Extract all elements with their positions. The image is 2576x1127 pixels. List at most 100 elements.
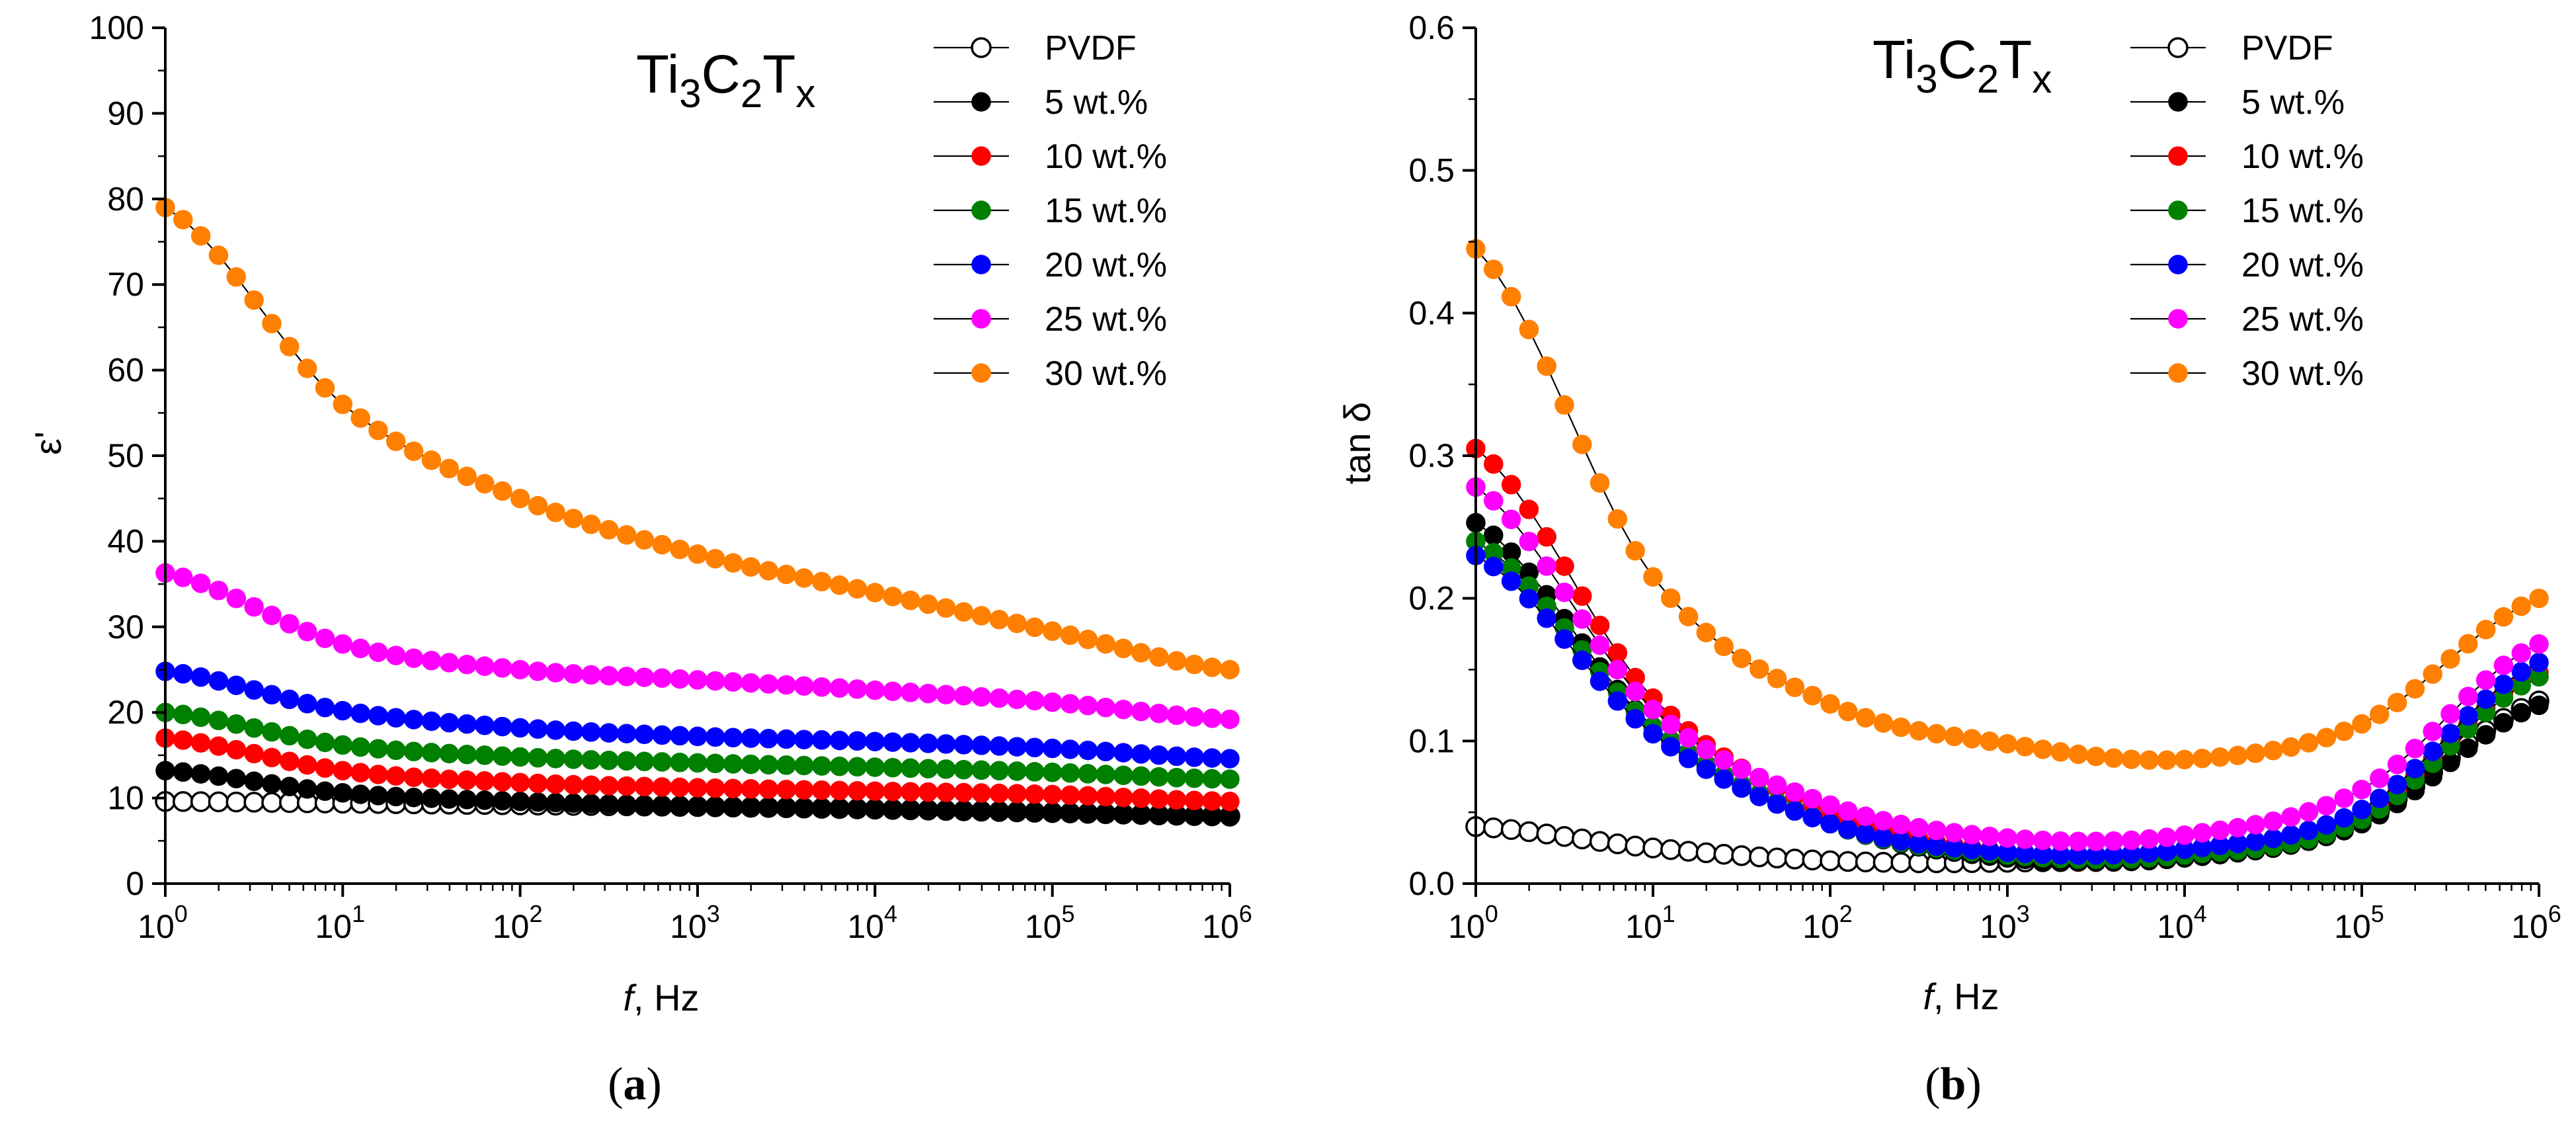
panel-b-data-point bbox=[2298, 733, 2319, 753]
panel-a-data-point bbox=[510, 747, 530, 767]
panel-a-data-point bbox=[688, 796, 707, 815]
panel-b-legend-label: 20 wt.% bbox=[2241, 246, 2364, 284]
panel-a-data-point bbox=[350, 784, 370, 804]
panel-b-data-point bbox=[1696, 739, 1716, 760]
panel-a-data-point bbox=[563, 793, 583, 814]
panel-b-data-point bbox=[1714, 636, 1734, 657]
panel-b-data-point bbox=[1590, 615, 1610, 636]
panel-b-data-point bbox=[2370, 704, 2390, 724]
panel-b-data-point bbox=[2475, 689, 2496, 709]
panel-a-data-point bbox=[865, 583, 885, 603]
panel-b-data-point bbox=[1572, 586, 1592, 606]
panel-a-data-point bbox=[563, 509, 583, 528]
panel-b-data-point bbox=[2298, 820, 2319, 841]
panel-b-data-point bbox=[1607, 659, 1628, 680]
panel-a-legend-marker bbox=[971, 363, 991, 383]
panel-a-data-point bbox=[1078, 803, 1098, 823]
panel-b-data-point bbox=[2015, 829, 2035, 849]
panel-b-data-point bbox=[1518, 821, 1540, 843]
panel-a-y-tick-label: 60 bbox=[107, 352, 144, 389]
panel-a-data-point bbox=[1202, 791, 1222, 811]
panel-b-data-point bbox=[1643, 724, 1663, 744]
panel-a-y-tick-label: 10 bbox=[107, 780, 144, 817]
panel-b-data-point bbox=[2263, 828, 2283, 849]
panel-a-data-point bbox=[1060, 739, 1080, 759]
panel-a-data-point bbox=[829, 798, 850, 818]
panel-b-data-point bbox=[1695, 842, 1717, 864]
panel-b-data-point bbox=[1661, 737, 1681, 757]
panel-b-data-point bbox=[1732, 648, 1751, 669]
panel-a-data-point bbox=[616, 525, 637, 545]
panel-a-data-point bbox=[439, 458, 460, 479]
panel-a-data-point bbox=[280, 751, 300, 771]
panel-b-legend-label: 25 wt.% bbox=[2241, 300, 2364, 339]
panel-a-data-point bbox=[315, 758, 335, 778]
panel-a-data-point bbox=[741, 673, 761, 693]
panel-a-data-point bbox=[403, 441, 424, 462]
panel-b-data-point bbox=[2387, 755, 2407, 774]
panel-a-data-point bbox=[1042, 802, 1063, 822]
panel-a-data-point bbox=[758, 755, 779, 775]
panel-a-data-point bbox=[528, 495, 548, 516]
panel-a-data-point bbox=[1220, 749, 1240, 769]
panel-b-data-point bbox=[1537, 356, 1556, 376]
panel-a-data-point bbox=[918, 799, 938, 819]
panel-b-data-point bbox=[2511, 643, 2531, 663]
panel-b-label: (b) bbox=[1925, 1059, 1982, 1110]
panel-a-data-point bbox=[741, 557, 761, 577]
panel-a-data-point bbox=[439, 743, 460, 764]
panel-a-data-point bbox=[315, 698, 335, 718]
panel-a: 0 10 20 30 40 50 60 70 80 90 100 100 101 102 103 104 105… bbox=[27, 9, 1252, 1110]
panel-a-data-point bbox=[262, 313, 282, 333]
panel-b-data-point bbox=[1714, 750, 1734, 770]
panel-a-data-point bbox=[829, 730, 850, 751]
panel-a-data-point bbox=[244, 718, 264, 738]
panel-a-data-point bbox=[688, 778, 707, 798]
panel-a-legend-label: 10 wt.% bbox=[1045, 138, 1167, 176]
panel-a-data-point bbox=[403, 710, 424, 730]
panel-a-data-point bbox=[652, 534, 672, 555]
panel-b-data-point bbox=[1484, 525, 1504, 546]
panel-b-data-point bbox=[2033, 739, 2053, 759]
panel-b-data-point bbox=[1572, 650, 1592, 671]
panel-b-data-point bbox=[2228, 745, 2248, 765]
panel-a-data-point bbox=[297, 779, 317, 799]
panel-a-data-point bbox=[368, 765, 388, 784]
panel-a-data-point bbox=[368, 642, 388, 662]
panel-b-data-point bbox=[1501, 286, 1521, 307]
panel-b-data-point bbox=[1660, 839, 1681, 860]
panel-a-data-point bbox=[1148, 647, 1169, 667]
panel-b-data-point bbox=[1891, 814, 1911, 835]
panel-a-data-point bbox=[190, 764, 211, 784]
panel-a-data-point bbox=[1007, 784, 1027, 804]
panel-b-series-line bbox=[1475, 486, 2540, 843]
panel-a-data-point bbox=[1184, 790, 1205, 811]
panel-a-data-point bbox=[829, 756, 850, 776]
panel-a-legend-label: PVDF bbox=[1045, 29, 1137, 67]
panel-a-legend-marker bbox=[971, 146, 991, 166]
panel-b-data-point bbox=[1838, 801, 1858, 821]
panel-a-data-point bbox=[475, 771, 495, 791]
panel-a-data-point bbox=[1131, 788, 1151, 808]
panel-a-data-point bbox=[901, 733, 920, 753]
panel-b-data-point bbox=[1625, 835, 1646, 856]
panel-a-data-point bbox=[634, 751, 655, 772]
panel-a-data-point bbox=[475, 745, 495, 765]
panel-a-y-axis-title: ε' bbox=[27, 431, 69, 455]
panel-a-data-point bbox=[1202, 657, 1222, 677]
panel-a-data-point bbox=[1078, 630, 1098, 649]
panel-a-data-point bbox=[403, 788, 424, 808]
panel-a-data-point bbox=[670, 795, 690, 815]
panel-a-data-point bbox=[723, 754, 743, 774]
panel-b-data-point bbox=[2139, 750, 2159, 770]
panel-a-data-point bbox=[333, 634, 353, 654]
panel-a-data-point bbox=[936, 759, 956, 779]
panel-a-data-point bbox=[758, 674, 779, 694]
panel-b-data-point bbox=[1484, 491, 1504, 511]
panel-a-data-point bbox=[918, 759, 938, 778]
panel-b-series-4 bbox=[1466, 546, 2549, 865]
panel-a-data-point bbox=[1202, 708, 1222, 728]
panel-b-data-point bbox=[1802, 686, 1822, 706]
panel-b-data-point bbox=[1501, 509, 1521, 530]
